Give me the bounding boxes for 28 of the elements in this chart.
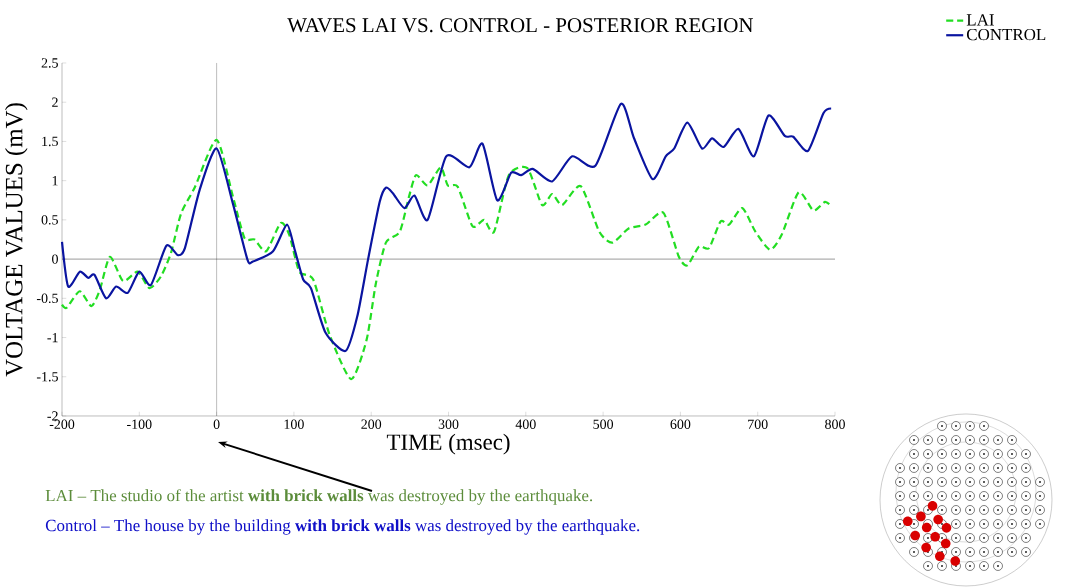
x-tick-label: 100 <box>284 419 304 429</box>
y-tick-label: -2 <box>47 411 58 421</box>
y-tick-label: 1 <box>52 176 58 186</box>
y-axis-title: VOLTAGE VALUES (mV) <box>4 103 28 377</box>
y-tick-label: 2 <box>52 97 58 107</box>
chart-title: WAVES LAI VS. CONTROL - POSTERIOR REGION <box>287 18 754 33</box>
x-tick-label: -200 <box>49 419 75 429</box>
text: LAI – The studio of the artist with brick walls was destroyed by the earthquake. <box>45 489 593 505</box>
y-tick-label: -1 <box>47 332 58 343</box>
legend-label: CONTROL <box>966 28 1046 41</box>
x-tick-label: 300 <box>438 419 459 429</box>
x-tick-label: 600 <box>670 419 691 429</box>
y-tick-label: -0.5 <box>36 293 58 304</box>
y-tick-label: -1.5 <box>36 372 58 382</box>
x-tick-label: 200 <box>361 419 382 429</box>
x-tick-label: 700 <box>748 419 768 429</box>
x-tick-label: 400 <box>515 419 536 429</box>
x-tick-label: -100 <box>127 419 152 429</box>
x-tick-label: 800 <box>825 419 845 429</box>
legend-label: LAI <box>966 14 994 26</box>
y-tick-label: 2.5 <box>41 58 58 68</box>
text: Control – The house by the building with brick walls was destroyed by the earthquake. <box>45 519 640 535</box>
x-axis-title: TIME (msec) <box>386 433 510 455</box>
y-tick-label: 1.5 <box>42 136 58 147</box>
y-tick-label: 0.5 <box>41 215 58 225</box>
x-tick-label: 0 <box>213 419 220 429</box>
x-tick-label: 500 <box>593 419 614 429</box>
y-tick-label: 0 <box>52 254 58 264</box>
